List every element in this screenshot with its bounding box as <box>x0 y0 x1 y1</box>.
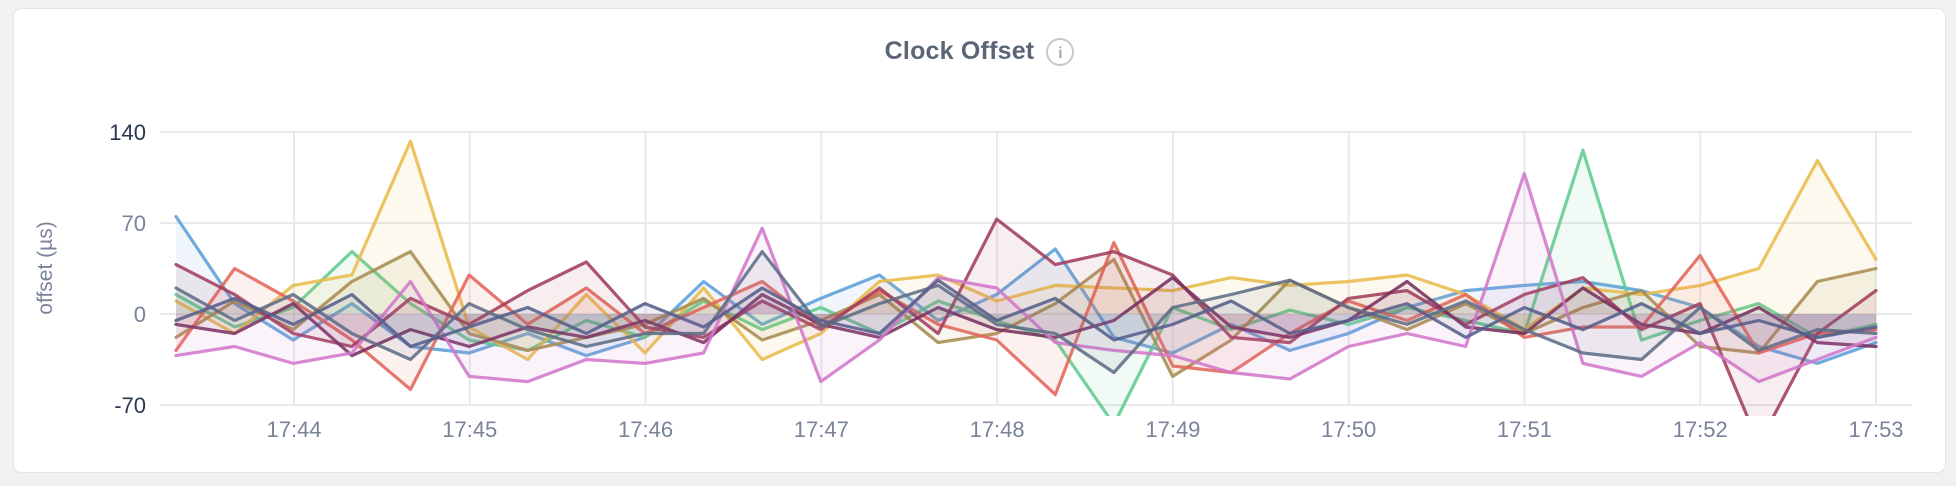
x-tick-label: 17:48 <box>970 417 1025 442</box>
series-8-orchid-line <box>174 172 1878 384</box>
x-tick-label: 17:53 <box>1848 417 1903 442</box>
y-tick-label: 0 <box>134 302 146 327</box>
axis-labels: 140 70 0 -70 17:44 17:45 17:46 17:47 17:48 17:49 1… <box>34 120 1904 442</box>
clock-offset-card: Clock Offset i 140 70 0 -70 17:44 17:45 17:46 1… <box>13 8 1946 473</box>
x-tick-label: 17:50 <box>1321 417 1376 442</box>
y-tick-label: -70 <box>114 393 146 418</box>
chart-title: Clock Offset <box>884 37 1035 65</box>
chart-header: Clock Offset i <box>14 37 1945 66</box>
series-5-red-area <box>176 242 1876 395</box>
series-3-gold-area <box>176 141 1876 360</box>
series-6-wine-area <box>176 219 1876 416</box>
series-7-plum-line <box>174 276 1878 358</box>
series-10-indigo-line <box>174 278 1878 349</box>
series-lines <box>174 139 1878 416</box>
y-tick-label: 140 <box>109 120 146 145</box>
series-10-indigo <box>174 278 1878 349</box>
series-6-wine-line <box>174 217 1878 416</box>
x-tick-label: 17:45 <box>442 417 497 442</box>
x-tick-label: 17:44 <box>266 417 321 442</box>
y-tick-label: 70 <box>122 211 146 236</box>
x-tick-label: 17:49 <box>1145 417 1200 442</box>
x-tick-label: 17:46 <box>618 417 673 442</box>
series-6-wine <box>174 217 1878 416</box>
x-tick-label: 17:52 <box>1673 417 1728 442</box>
series-9-slate <box>174 250 1878 375</box>
info-circle-icon[interactable]: i <box>1046 37 1075 66</box>
x-tick-label: 17:51 <box>1497 417 1552 442</box>
series-9-slate-line <box>174 250 1878 375</box>
series-1-blue-line <box>174 214 1878 365</box>
y-axis-title: offset (µs) <box>34 221 57 314</box>
series-10-indigo-area <box>176 280 1876 347</box>
x-tick-label: 17:47 <box>794 417 849 442</box>
